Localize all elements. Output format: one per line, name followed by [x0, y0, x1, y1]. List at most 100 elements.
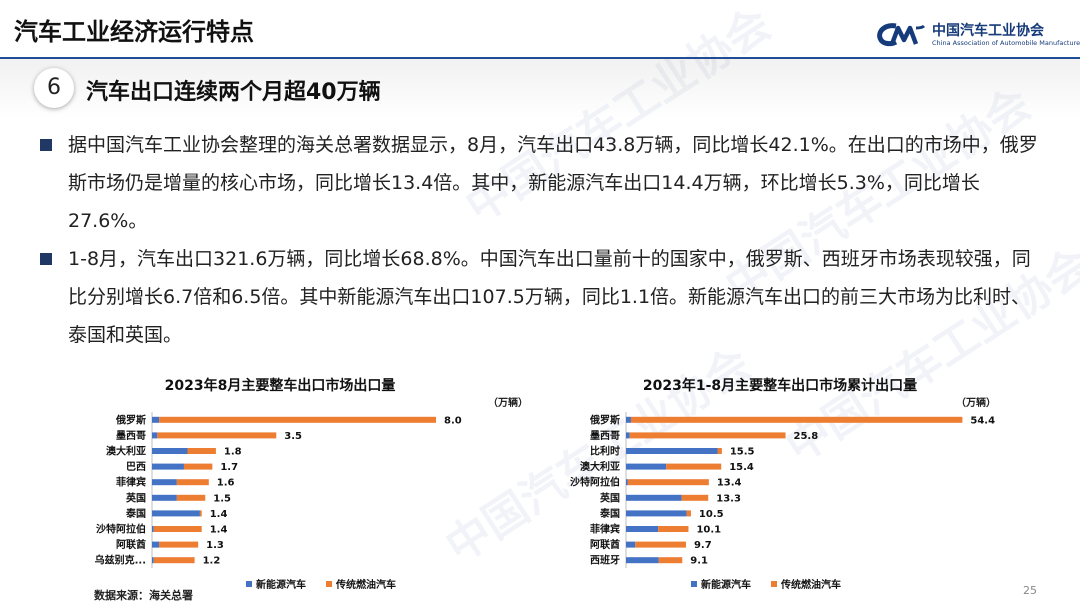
section-title: 汽车出口连续两个月超40万辆: [86, 80, 381, 105]
category-label: 泰国: [125, 507, 146, 520]
category-label: 俄罗斯: [115, 413, 146, 426]
chart-aug-exports: 2023年8月主要整车出口市场出口量 （万辆） 俄罗斯 8.0 墨西哥 3.5 澳大利亚 1.…: [60, 370, 528, 595]
category-label: 沙特阿拉伯: [570, 476, 620, 489]
legend-label: 新能源汽车: [256, 578, 306, 591]
bar-segment-nev: [152, 432, 158, 439]
data-label: 10.1: [696, 525, 721, 536]
data-label: 1.3: [206, 540, 224, 551]
bar-segment-ice: [187, 448, 216, 454]
category-label: 泰国: [599, 507, 620, 520]
bullet-item: 据中国汽车工业协会整理的海关总署数据显示，8月，汽车出口43.8万辆，同比增长4…: [40, 126, 1040, 240]
data-label: 1.4: [210, 509, 228, 520]
bar-segment-nev: [152, 463, 184, 470]
bar-segment-ice: [630, 416, 963, 423]
data-label: 1.7: [220, 462, 238, 473]
legend-swatch-ice: [326, 581, 332, 587]
bar-segment-ice: [159, 541, 199, 548]
logo-name-cn: 中国汽车工业协会: [932, 23, 1044, 39]
data-label: 10.5: [699, 509, 724, 520]
bar-segment-ice: [153, 557, 195, 564]
bar-segment-ice: [176, 479, 209, 486]
data-label: 9.7: [694, 540, 712, 551]
bullet-list: 据中国汽车工业协会整理的海关总署数据显示，8月，汽车出口43.8万辆，同比增长4…: [40, 126, 1040, 354]
bar-segment-nev: [626, 448, 718, 454]
bar-segment-nev: [152, 494, 177, 501]
unit-label: （万辆）: [956, 396, 996, 409]
category-label: 比利时: [590, 445, 620, 458]
category-label: 菲律宾: [590, 523, 620, 536]
bar-segment-nev: [626, 432, 630, 439]
bar-segment-ice: [627, 479, 709, 486]
bar-segment-ice: [159, 416, 436, 423]
data-label: 25.8: [794, 431, 819, 442]
category-label: 俄罗斯: [589, 413, 620, 426]
bullet-square-icon: [40, 253, 52, 265]
header-rule: [0, 57, 1080, 59]
bar-segment-ice: [686, 510, 691, 517]
legend-swatch-ice: [771, 581, 777, 587]
data-label: 8.0: [444, 415, 462, 426]
bar-segment-ice: [681, 494, 709, 501]
bar-segment-nev: [152, 479, 177, 486]
category-label: 澳大利亚: [106, 445, 146, 458]
unit-label: （万辆）: [488, 396, 528, 409]
category-label: 澳大利亚: [580, 460, 620, 473]
data-label: 15.4: [729, 462, 754, 473]
page-title: 汽车工业经济运行特点: [14, 18, 254, 46]
bar-segment-ice: [157, 432, 277, 439]
bar-segment-nev: [626, 479, 628, 486]
category-label: 菲律宾: [116, 476, 146, 489]
legend-label: 传统燃油汽车: [780, 578, 841, 591]
bar-segment-nev: [152, 510, 200, 517]
legend-swatch-nev: [691, 581, 697, 587]
page-number: 25: [1023, 584, 1037, 597]
bar-segment-ice: [635, 541, 686, 548]
legend-label: 新能源汽车: [701, 578, 751, 591]
bar-segment-ice: [629, 432, 786, 439]
bar-segment-ice: [658, 557, 683, 564]
bullet-text: 1-8月，汽车出口321.6万辆，同比增长68.8%。中国汽车出口量前十的国家中…: [68, 248, 1031, 346]
bar-segment-nev: [152, 416, 160, 423]
data-label: 1.5: [213, 493, 231, 504]
source-note: 数据来源：海关总署: [94, 589, 193, 602]
category-label: 沙特阿拉伯: [96, 523, 146, 536]
bar-segment-nev: [626, 416, 631, 423]
caam-logo-icon: [877, 23, 926, 47]
category-label: 英国: [125, 491, 146, 504]
legend-label: 传统燃油汽车: [335, 578, 396, 591]
chart-title: 2023年8月主要整车出口市场出口量: [165, 377, 396, 394]
category-label: 英国: [599, 491, 620, 504]
bar-segment-ice: [153, 526, 202, 532]
caam-logo: 中国汽车工业协会 China Association of Automobile…: [876, 18, 1080, 52]
bar-segment-ice: [199, 510, 202, 517]
bar-segment-nev: [626, 557, 659, 564]
chart-aug-exports-svg: 2023年8月主要整车出口市场出口量 （万辆） 俄罗斯 8.0 墨西哥 3.5 澳大利亚 1.…: [95, 377, 528, 591]
logo-name-en: China Association of Automobile Manufact…: [932, 39, 1080, 47]
data-label: 13.4: [717, 478, 742, 489]
section-number: 6: [34, 68, 74, 108]
bar-segment-nev: [626, 526, 659, 532]
chart-title: 2023年1-8月主要整车出口市场累计出口量: [643, 377, 917, 394]
data-label: 1.8: [224, 447, 242, 458]
section-band: [0, 59, 1080, 119]
data-label: 1.2: [203, 556, 221, 567]
bar-segment-ice: [176, 494, 206, 501]
data-label: 54.4: [970, 415, 995, 426]
chart-jan-aug-exports: 2023年1-8月主要整车出口市场累计出口量 （万辆） 俄罗斯 54.4 墨西哥 25.8…: [560, 370, 1020, 595]
bar-segment-ice: [717, 448, 722, 454]
data-label: 1.4: [210, 525, 228, 536]
bar-segment-nev: [626, 541, 636, 548]
bullet-item: 1-8月，汽车出口321.6万辆，同比增长68.8%。中国汽车出口量前十的国家中…: [40, 240, 1040, 354]
category-label: 西班牙: [590, 554, 620, 567]
bar-segment-nev: [152, 541, 160, 548]
bar-segment-ice: [658, 526, 689, 532]
bar-segment-ice: [183, 463, 213, 470]
chart-jan-aug-exports-svg: 2023年1-8月主要整车出口市场累计出口量 （万辆） 俄罗斯 54.4 墨西哥 25.8…: [570, 377, 996, 591]
bar-segment-nev: [152, 526, 154, 532]
bar-segment-nev: [626, 463, 667, 470]
data-label: 13.3: [716, 493, 741, 504]
top-bar: 汽车工业经济运行特点 中国汽车工业协会 China Association of…: [0, 0, 1080, 56]
bar-segment-nev: [152, 448, 188, 454]
bar-segment-nev: [152, 557, 154, 564]
bar-segment-nev: [626, 494, 682, 501]
